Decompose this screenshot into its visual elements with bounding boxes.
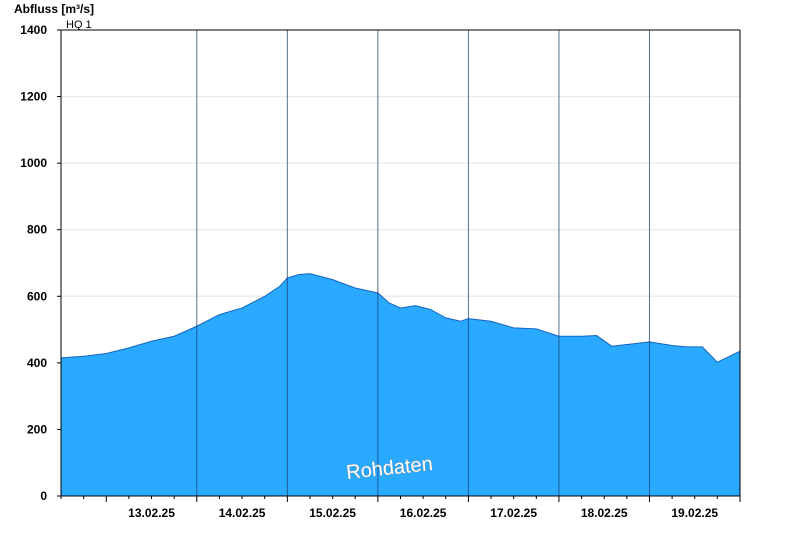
y-tick-label: 200 [27, 422, 47, 436]
x-tick-label: 15.02.25 [309, 506, 356, 520]
x-axis-ticks: 13.02.25 14.02.25 15.02.25 16.02.25 17.02.25… [60, 496, 741, 520]
x-tick-label: 19.02.25 [671, 506, 718, 520]
discharge-area [60, 273, 741, 496]
x-tick-label: 17.02.25 [490, 506, 537, 520]
x-tick-label: 16.02.25 [400, 506, 447, 520]
hq1-threshold-label: HQ 1 [66, 19, 92, 31]
y-tick-label: 800 [27, 223, 47, 237]
y-tick-label: 0 [40, 489, 47, 503]
discharge-fill [61, 273, 740, 496]
y-tick-label: 400 [27, 356, 47, 370]
y-tick-label: 600 [27, 289, 47, 303]
x-tick-label: 13.02.25 [128, 506, 175, 520]
y-axis-title: Abfluss [m³/s] [14, 2, 94, 16]
discharge-line [60, 273, 741, 363]
y-axis-ticks: 0 200 400 600 800 1000 1200 1400 [20, 23, 61, 503]
x-tick-label: 18.02.25 [581, 506, 628, 520]
y-tick-label: 1000 [20, 156, 47, 170]
y-tick-label: 1200 [20, 90, 47, 104]
x-tick-label: 14.02.25 [219, 506, 266, 520]
day-separators [196, 30, 650, 496]
y-tick-label: 1400 [20, 23, 47, 37]
